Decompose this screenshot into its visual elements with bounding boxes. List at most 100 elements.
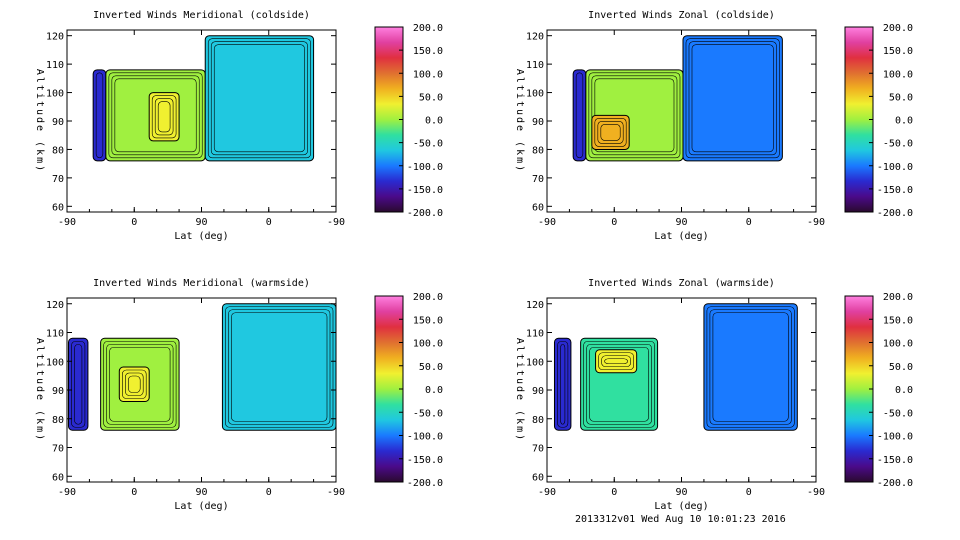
contour-line xyxy=(157,101,171,133)
footer-timestamp: 2013312v01 Wed Aug 10 10:01:23 2016 xyxy=(575,514,786,525)
colorbar-tick-label: -200.0 xyxy=(407,208,443,219)
contour-line xyxy=(604,358,628,365)
data-block xyxy=(591,114,630,150)
x-tick-label: 0 xyxy=(746,217,752,228)
colorbar-tick-label: -200.0 xyxy=(407,478,443,489)
y-tick-label: 110 xyxy=(46,329,64,340)
colorbar xyxy=(374,26,404,213)
y-tick-label: 70 xyxy=(52,444,64,455)
colorbar-tick-label: -50.0 xyxy=(883,139,913,150)
colorbar-tick-label: 0.0 xyxy=(895,116,913,127)
colorbar xyxy=(844,26,874,213)
colorbar-tick-label: 100.0 xyxy=(883,339,913,350)
colorbar-tick-label: -100.0 xyxy=(877,162,913,173)
y-tick-label: 80 xyxy=(52,415,64,426)
colorbar-tick-label: -50.0 xyxy=(413,139,443,150)
contour-line xyxy=(95,72,104,159)
contour-line xyxy=(114,78,197,153)
y-tick-label: 80 xyxy=(52,145,64,156)
colorbar-tick-label: -200.0 xyxy=(877,478,913,489)
y-tick-label: 60 xyxy=(52,202,64,213)
contour-line xyxy=(231,312,328,422)
colorbar-tick-label: 50.0 xyxy=(419,92,443,103)
y-tick-label: 120 xyxy=(46,32,64,43)
y-axis-label: Altitude (km) xyxy=(34,338,45,442)
x-tick-label: 0 xyxy=(611,217,617,228)
contour-line xyxy=(597,121,624,144)
y-tick-label: 110 xyxy=(46,60,64,71)
contour-line xyxy=(74,343,83,425)
colorbar-tick-label: -50.0 xyxy=(883,408,913,419)
data-block xyxy=(553,337,572,431)
contour-line xyxy=(154,98,174,136)
contour-line xyxy=(111,75,200,156)
colorbar-tick-label: 150.0 xyxy=(883,315,913,326)
data-block xyxy=(118,366,150,402)
contour-line xyxy=(210,41,308,156)
colorbar-tick-label: -100.0 xyxy=(877,432,913,443)
colorbar-tick-label: 50.0 xyxy=(419,362,443,373)
contour-line xyxy=(213,44,305,153)
y-tick-label: 120 xyxy=(526,300,544,311)
x-tick-label: -90 xyxy=(807,217,825,228)
contour-line xyxy=(712,312,789,422)
colorbar-tick-label: 200.0 xyxy=(883,292,913,303)
colorbar-tick-label: -150.0 xyxy=(877,185,913,196)
colorbar-tick-label: 0.0 xyxy=(425,116,443,127)
x-tick-label: -90 xyxy=(327,217,345,228)
colorbar-tick-label: 100.0 xyxy=(413,69,443,80)
data-block xyxy=(221,303,337,431)
contour-line xyxy=(125,372,144,396)
contour-line xyxy=(685,38,780,159)
data-block xyxy=(92,69,107,162)
contour-line xyxy=(151,95,177,139)
x-axis-label: Lat (deg) xyxy=(654,501,708,512)
colorbar-tick-label: 100.0 xyxy=(883,69,913,80)
y-tick-label: 70 xyxy=(532,174,544,185)
contour-line xyxy=(688,41,777,156)
data-block xyxy=(703,303,798,431)
x-tick-label: 0 xyxy=(266,217,272,228)
colorbar-tick-label: 50.0 xyxy=(889,92,913,103)
x-tick-label: 0 xyxy=(131,487,137,498)
contour-line xyxy=(207,38,311,159)
contour-line xyxy=(109,346,171,422)
y-tick-label: 100 xyxy=(526,89,544,100)
x-tick-label: -90 xyxy=(58,487,76,498)
x-axis-label: Lat (deg) xyxy=(174,231,228,242)
colorbar-tick-label: 100.0 xyxy=(413,339,443,350)
colorbar-tick-label: -150.0 xyxy=(407,455,443,466)
contour-line xyxy=(586,343,652,425)
y-axis-label: Altitude (km) xyxy=(514,338,525,442)
y-tick-label: 100 xyxy=(46,89,64,100)
x-tick-label: -90 xyxy=(58,217,76,228)
colorbar-tick-label: -150.0 xyxy=(407,185,443,196)
colorbar xyxy=(844,295,874,483)
y-tick-label: 120 xyxy=(46,300,64,311)
data-block xyxy=(67,337,89,431)
x-axis-label: Lat (deg) xyxy=(174,501,228,512)
y-tick-label: 60 xyxy=(52,472,64,483)
colorbar-tick-label: 200.0 xyxy=(413,292,443,303)
y-tick-label: 120 xyxy=(526,32,544,43)
y-tick-label: 100 xyxy=(46,357,64,368)
contour-line xyxy=(108,72,203,159)
y-axis-label: Altitude (km) xyxy=(34,69,45,173)
x-tick-label: -90 xyxy=(327,487,345,498)
chart-title: Inverted Winds Zonal (warmside) xyxy=(588,278,775,289)
contour-line xyxy=(600,124,621,141)
colorbar-tick-label: -200.0 xyxy=(877,208,913,219)
contour-line xyxy=(691,44,774,153)
colorbar-tick-label: 150.0 xyxy=(413,46,443,57)
colorbar-tick-label: -150.0 xyxy=(877,455,913,466)
colorbar-tick-label: 150.0 xyxy=(883,46,913,57)
y-tick-label: 90 xyxy=(532,386,544,397)
colorbar-tick-label: 150.0 xyxy=(413,315,443,326)
x-tick-label: 0 xyxy=(131,217,137,228)
contour-line xyxy=(598,352,634,371)
contour-line xyxy=(709,309,792,425)
contour-line xyxy=(575,72,584,159)
contour-line xyxy=(706,306,795,428)
x-tick-label: 0 xyxy=(746,487,752,498)
